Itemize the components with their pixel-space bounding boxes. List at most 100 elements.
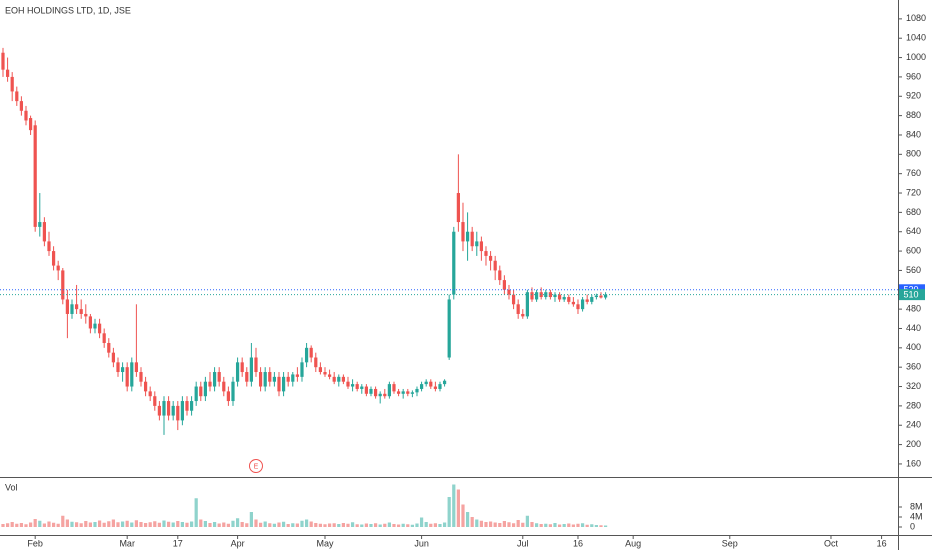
volume-bar — [576, 523, 580, 527]
volume-bar — [447, 497, 451, 527]
volume-label: Vol — [5, 482, 18, 492]
volume-bar — [410, 524, 414, 527]
candle-body — [148, 391, 152, 397]
candle-body — [603, 294, 608, 298]
volume-bar — [401, 523, 405, 527]
candle-body — [15, 91, 19, 102]
candle-body — [479, 241, 483, 252]
candle-body — [419, 384, 424, 389]
x-tick-label: Jun — [414, 538, 429, 548]
volume-bar — [185, 522, 189, 527]
candle-body — [355, 384, 359, 389]
candle-body — [585, 299, 589, 302]
candle-body — [383, 393, 387, 397]
candle-body — [84, 313, 88, 317]
candle-body — [373, 388, 378, 397]
volume-bar — [594, 525, 598, 527]
y-tick-label: 880 — [906, 110, 921, 120]
candle-body — [249, 357, 253, 382]
candle-body — [263, 372, 267, 387]
candle-body — [452, 231, 456, 295]
volume-bar — [534, 523, 539, 527]
volume-bar — [97, 520, 102, 527]
volume-bar — [19, 523, 23, 527]
candle-body — [33, 125, 37, 227]
volume-bar — [530, 522, 534, 527]
candle-body — [254, 357, 258, 373]
volume-bar — [130, 522, 134, 527]
candle-body — [567, 297, 571, 302]
volume-bar — [369, 524, 373, 527]
volume-bar — [433, 523, 437, 527]
volume-bar — [553, 523, 557, 527]
candle-body — [88, 316, 92, 329]
volume-bar — [314, 523, 318, 527]
volume-bar — [189, 521, 194, 527]
volume-bar — [364, 523, 368, 527]
y-tick-label: 960 — [906, 71, 921, 81]
candle-body — [120, 367, 125, 373]
candle-body — [309, 347, 313, 358]
candle-body — [245, 372, 249, 382]
volume-bar — [603, 525, 608, 527]
volume-bar — [139, 522, 143, 527]
y-tick-label: 800 — [906, 149, 921, 159]
volume-bar — [341, 523, 345, 527]
volume-bar — [65, 519, 69, 527]
candle-body — [350, 384, 355, 387]
candle-body — [544, 292, 548, 298]
x-tick-label: Apr — [231, 538, 245, 548]
candle-body — [61, 270, 65, 300]
candle-body — [406, 391, 410, 394]
candle-body — [295, 374, 299, 377]
candle-body — [539, 292, 543, 298]
volume-bar — [599, 525, 603, 527]
candle-body — [594, 295, 598, 298]
volume-bar — [153, 521, 157, 527]
volume-bar — [521, 522, 525, 527]
candle-body — [461, 222, 465, 242]
volume-bar — [475, 519, 479, 527]
volume-bar — [309, 521, 313, 527]
candle-body — [153, 396, 157, 406]
volume-bar — [286, 524, 290, 527]
volume-bar — [502, 521, 506, 527]
candle-body — [429, 381, 433, 387]
candle-body — [277, 376, 281, 392]
volume-bar — [300, 520, 304, 527]
candle-body — [557, 294, 562, 300]
candle-body — [511, 294, 516, 305]
candle-body — [553, 294, 557, 298]
volume-bar — [383, 523, 387, 527]
candle-body — [268, 372, 272, 382]
volume-bar — [360, 524, 364, 527]
volume-bar — [102, 522, 106, 527]
candle-body — [74, 304, 79, 310]
candle-body — [199, 386, 203, 397]
candle-body — [240, 362, 244, 373]
volume-bar — [47, 521, 51, 527]
volume-bar — [493, 522, 497, 527]
volume-bar — [429, 523, 433, 527]
y-tick-label: 1000 — [906, 52, 926, 62]
candle-body — [369, 388, 373, 394]
candle-body — [507, 289, 511, 295]
volume-bar — [571, 524, 575, 527]
candle-body — [323, 372, 327, 375]
candle-body — [304, 347, 309, 363]
candle-body — [212, 372, 217, 387]
candle-body — [580, 299, 585, 310]
candle-body — [337, 376, 341, 382]
volume-bar — [350, 522, 355, 527]
volume-bar — [438, 524, 442, 527]
volume-bar — [120, 521, 125, 527]
volume-bar — [51, 522, 56, 527]
volume-bar — [424, 522, 428, 527]
candle-body — [180, 401, 184, 421]
candle-body — [194, 386, 198, 402]
candle-body — [465, 231, 470, 242]
volume-bar — [263, 521, 267, 527]
volume-tick-label: 8M — [910, 501, 923, 511]
volume-bar — [452, 484, 456, 527]
candle-body — [65, 299, 69, 314]
